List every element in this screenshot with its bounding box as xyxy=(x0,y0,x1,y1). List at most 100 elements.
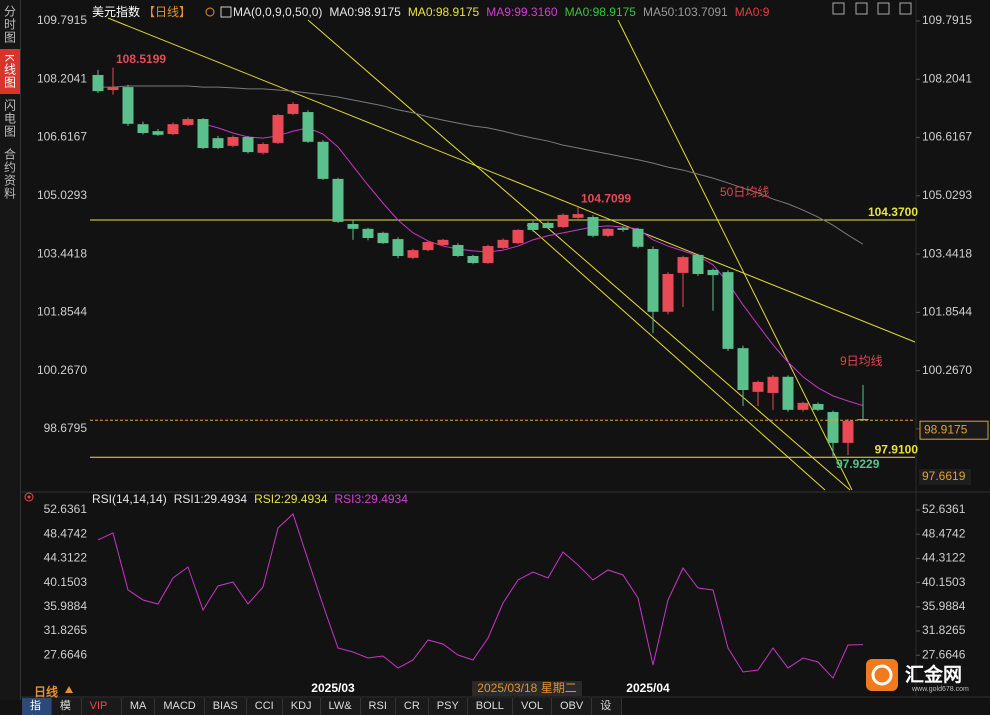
candle-body xyxy=(332,178,344,222)
candle-body xyxy=(632,228,644,247)
rsi-icon[interactable] xyxy=(24,492,34,502)
toolbar-item[interactable]: KDJ xyxy=(283,698,321,715)
y-tick-label-right: 52.6361 xyxy=(922,502,966,516)
y-tick-label: 48.4742 xyxy=(44,526,88,540)
y-tick-label: 35.9884 xyxy=(44,599,88,613)
x-tick-label: 2025/03 xyxy=(311,681,355,695)
legend-head: 美元指数 【日线】 xyxy=(92,3,198,20)
y-tick-label: 44.3122 xyxy=(44,551,88,565)
annotation: 9日均线 xyxy=(840,354,883,368)
toolbar-item[interactable]: LW& xyxy=(321,698,361,715)
logo-icon-ring xyxy=(871,664,893,686)
candle-body xyxy=(482,246,494,263)
toolbar-item[interactable]: 设置 xyxy=(592,698,623,715)
sidebar: 分时图 K线图闪电图合约资料 xyxy=(0,0,21,700)
y-tick-label: 40.1503 xyxy=(44,575,88,589)
legend-item: MA0:9 xyxy=(734,4,770,19)
candle-body xyxy=(137,124,149,133)
icon[interactable] xyxy=(855,2,868,15)
candle-body xyxy=(167,124,179,135)
candle-body xyxy=(302,112,314,142)
legend-item: MA9:99.3160 xyxy=(486,4,558,19)
y-tick-label-right: 103.4418 xyxy=(922,246,972,260)
y-tick-label-right: 105.0293 xyxy=(922,188,972,202)
y-tick-label: 105.0293 xyxy=(37,188,87,202)
legend-item: MA(0,0,9,0,50,0) xyxy=(233,4,323,19)
candle-body xyxy=(797,402,809,410)
y-tick-label-right: 100.2670 xyxy=(922,363,972,377)
period: 【日线】 xyxy=(143,5,192,19)
candle-body xyxy=(692,254,704,274)
trend-line xyxy=(617,19,853,491)
candle-body xyxy=(152,131,164,135)
candle-body xyxy=(197,119,209,149)
legend-icons[interactable] xyxy=(205,6,233,18)
candle-body xyxy=(527,222,539,230)
y-tick-label: 106.6167 xyxy=(37,130,87,144)
y-tick-label: 109.7915 xyxy=(37,13,87,27)
toolbar-icons xyxy=(832,2,912,15)
candle-body xyxy=(572,214,584,218)
trend-line xyxy=(107,17,916,343)
sidebar-tab[interactable]: 合约资料 xyxy=(2,148,17,201)
legend-item: RSI1:29.4934 xyxy=(173,492,248,506)
candle-body xyxy=(317,141,329,179)
toolbar-item[interactable]: 指标 xyxy=(22,698,52,715)
icon[interactable] xyxy=(899,2,912,15)
y-tick-label: 101.8544 xyxy=(37,305,87,319)
price-legend: 美元指数 【日线】 MA(0,0,9,0,50,0) MA0:98.9175 MA0:… xyxy=(92,3,783,20)
trend-lines xyxy=(107,17,916,491)
period-label[interactable]: 日线 xyxy=(34,685,59,699)
rsi-icon-dot xyxy=(27,495,31,499)
extreme-label: 104.7099 xyxy=(581,192,631,206)
candle-body xyxy=(437,239,449,245)
candle-body xyxy=(812,403,824,410)
legend-item: MA0:98.9175 xyxy=(407,4,480,19)
candle-body xyxy=(257,144,269,153)
chart-title: 美元指数 xyxy=(92,5,141,19)
y-tick-label: 31.8265 xyxy=(44,623,88,637)
toolbar-item[interactable]: 模板 xyxy=(52,698,82,715)
toolbar-item[interactable]: VIP指标 xyxy=(82,698,122,715)
candle-body xyxy=(377,232,389,244)
toolbar-item[interactable]: OBV xyxy=(552,698,593,715)
period-arrow[interactable] xyxy=(64,684,74,694)
sidebar-tab[interactable]: K线图 xyxy=(0,49,20,95)
toolbar-item[interactable]: BOLL xyxy=(468,698,513,715)
candle-body xyxy=(857,419,869,421)
crosshair-label: 2025/03/18 星期二 xyxy=(477,681,576,695)
annotation: 50日均线 xyxy=(720,185,769,199)
toolbar-item[interactable]: CR xyxy=(396,698,429,715)
extreme-label: 97.9229 xyxy=(836,457,880,471)
candle-body xyxy=(182,119,194,125)
candle-body xyxy=(512,229,524,244)
toolbar-item[interactable]: MACD xyxy=(155,698,205,715)
candle-body xyxy=(617,228,629,230)
chart-title: RSI(14,14,14) xyxy=(92,492,167,506)
sidebar-tab[interactable]: 闪电图 xyxy=(2,99,17,139)
last-price-box xyxy=(919,420,989,440)
legend-item: RSI3:29.4934 xyxy=(334,492,408,506)
toolbar-item[interactable]: RSI xyxy=(361,698,396,715)
y-tick-label-right: 31.8265 xyxy=(922,623,966,637)
legend-item: RSI2:29.4934 xyxy=(254,492,328,506)
toolbar-item[interactable]: VOL xyxy=(513,698,552,715)
candle-body xyxy=(542,222,554,229)
y-tick-label: 103.4418 xyxy=(37,246,87,260)
series-line xyxy=(98,85,864,245)
icon[interactable] xyxy=(832,2,845,15)
candle-body xyxy=(707,269,719,276)
logo-icon xyxy=(866,659,898,691)
toolbar-item[interactable]: PSY xyxy=(429,698,468,715)
toolbar-item[interactable]: CCI xyxy=(247,698,283,715)
toolbar-item[interactable]: MA xyxy=(122,698,156,715)
candle-body xyxy=(662,273,674,312)
candle-body xyxy=(452,244,464,256)
sidebar-tab[interactable]: 分时图 xyxy=(2,5,17,44)
candle-body xyxy=(767,376,779,393)
icon[interactable] xyxy=(877,2,890,15)
toolbar-item[interactable]: BIAS xyxy=(205,698,247,715)
candle-body xyxy=(842,420,854,443)
candle-body xyxy=(287,103,299,114)
